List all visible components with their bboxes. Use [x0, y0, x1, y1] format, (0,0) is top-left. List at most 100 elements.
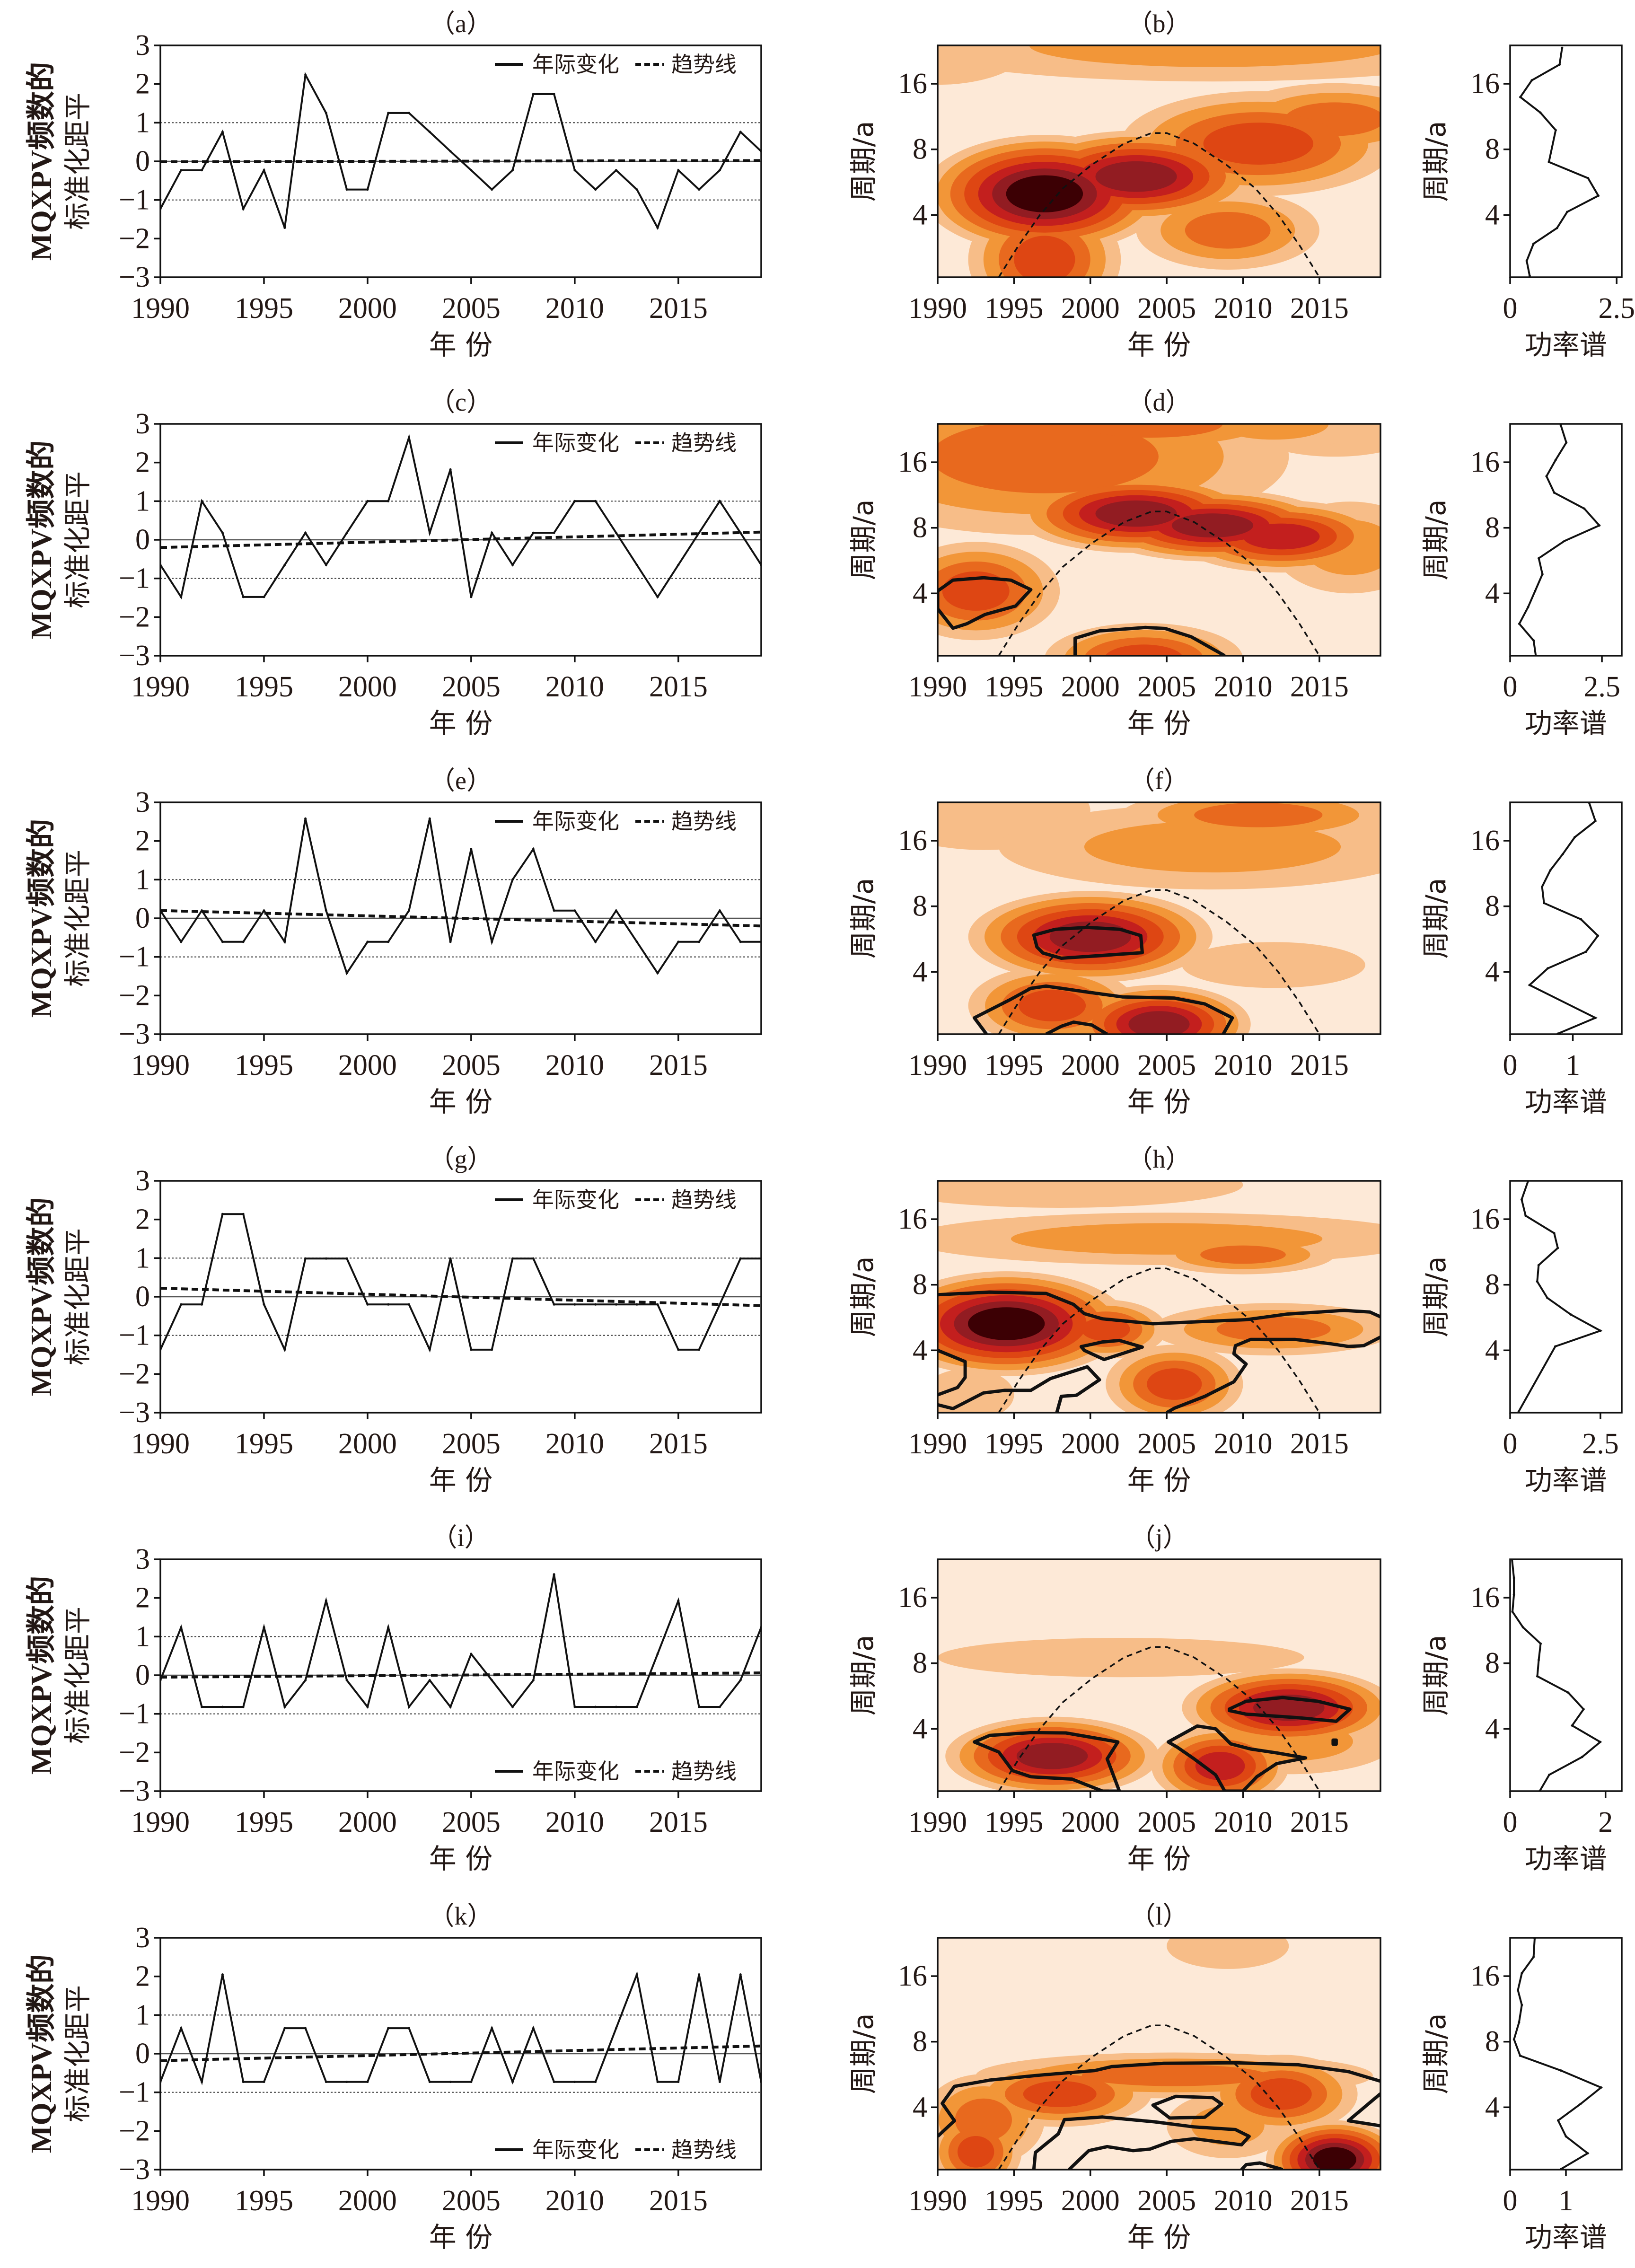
data-point [739, 1679, 742, 1682]
y-tick-label: −2 [119, 2115, 150, 2147]
data-point [511, 2081, 514, 2083]
global-power-spectrum-line [1518, 424, 1601, 656]
power-level-1-region [938, 1368, 1014, 1413]
legend-label: 年际变化 [532, 430, 619, 456]
data-point [532, 2027, 535, 2030]
panel-g: （g） 年际变化 趋势线 1990 1995 2000 2005 2010 2015 −3 −2 −1… [25, 1145, 762, 1496]
x-tick-label: 1990 [131, 671, 190, 703]
x-tick-label: 2.5 [1583, 671, 1620, 703]
x-tick-label: 1990 [908, 1428, 967, 1460]
spectrum-point [1557, 2119, 1559, 2122]
data-point [263, 596, 265, 598]
legend-label: 年际变化 [532, 809, 619, 834]
power-level-1-region [1182, 942, 1365, 988]
power-level-2-region [1084, 821, 1341, 873]
data-point [698, 941, 701, 943]
panel-f: （f） 1990 1995 2000 2005 2010 2015 4 8 16 年 份 周期/a [847, 766, 1381, 1118]
y-tick-label: 4 [1485, 2091, 1500, 2123]
plot-area [1518, 424, 1601, 656]
data-point [470, 848, 473, 851]
data-point [428, 1679, 431, 1682]
power-level-7-region [1313, 2147, 1356, 2170]
data-point [283, 1705, 286, 1708]
x-tick-label: 2010 [1214, 292, 1273, 325]
x-axis-label: 年 份 [1127, 2221, 1191, 2253]
x-axis-label: 年 份 [1127, 1843, 1191, 1875]
significance-contour [1032, 925, 1144, 960]
data-point [304, 2027, 307, 2030]
y-tick-label: 8 [1485, 890, 1500, 923]
x-tick-label: 2010 [1214, 2185, 1273, 2217]
y-tick-label: 16 [1470, 446, 1500, 478]
spectrum-point [1556, 227, 1558, 229]
spectrum-point [1519, 96, 1522, 98]
y-axis-label: 周期/a [847, 878, 879, 958]
power-level-6-region [1171, 513, 1254, 538]
data-point [263, 2081, 265, 2083]
x-tick-label: 2015 [649, 1428, 708, 1460]
data-point [553, 531, 555, 534]
data-point [325, 1599, 327, 1602]
plot-area [160, 1213, 761, 1353]
y-axis-label: MQXPV频数的 [25, 819, 58, 1018]
y-tick-label: 0 [135, 1281, 150, 1313]
x-tick-label: 2010 [545, 2185, 604, 2217]
x-tick-label: 0 [1503, 1806, 1518, 1838]
data-point [304, 531, 307, 534]
power-level-4-region [1014, 236, 1075, 277]
y-axis-label: MQXPV频数的 [25, 1197, 58, 1396]
data-point [221, 1973, 224, 1976]
significance-contour [1079, 1338, 1144, 1362]
data-point [491, 1679, 493, 1682]
x-tick-label: 2005 [1137, 292, 1196, 325]
spectrum-point [1547, 160, 1550, 163]
plot-frame [937, 1180, 1381, 1414]
data-point [201, 169, 203, 172]
data-point [366, 2081, 369, 2083]
spectrum-point [1545, 475, 1548, 478]
data-point [594, 500, 597, 502]
x-tick-label: 2015 [649, 292, 708, 325]
spectrum-point [1534, 589, 1537, 592]
spectrum-point [1553, 1232, 1556, 1235]
x-tick-label: 2005 [442, 671, 501, 703]
significance-contour [1240, 2161, 1283, 2170]
x-tick-label: 1995 [235, 671, 293, 703]
spectrum-point [1538, 1659, 1540, 1661]
data-point [635, 941, 638, 943]
x-axis-label: 功率谱 [1525, 707, 1607, 739]
y-tick-label: 8 [1485, 2026, 1500, 2058]
data-point [491, 1348, 493, 1351]
y-tick-label: 16 [898, 446, 927, 478]
x-axis-label: 功率谱 [1525, 329, 1607, 361]
significance-contour [1331, 1738, 1338, 1746]
data-point [304, 817, 307, 820]
y-tick-label: −2 [119, 979, 150, 1011]
data-point [491, 531, 493, 534]
significance-contour [1032, 2115, 1251, 2170]
spectrum-point [1549, 869, 1552, 872]
power-level-4-region [958, 2136, 994, 2168]
data-point [449, 941, 452, 943]
spectrum-point [1548, 1774, 1551, 1776]
y-tick-label: 1 [135, 485, 150, 517]
legend: 年际变化 趋势线 [495, 1758, 737, 1784]
y-tick-label: 4 [913, 1713, 927, 1745]
data-point [428, 531, 431, 534]
x-tick-label: 2010 [545, 1428, 604, 1460]
spectrum-point [1512, 2038, 1515, 2041]
x-tick-label: 0 [1503, 671, 1518, 703]
spectrum-point [1565, 441, 1568, 444]
data-point [387, 941, 390, 943]
legend: 年际变化 趋势线 [495, 52, 737, 77]
legend-label: 年际变化 [532, 2137, 619, 2163]
panel-f-spectrum: 0 1 4 8 16 功率谱 周期/a [1420, 801, 1623, 1118]
x-tick-label: 2015 [649, 671, 708, 703]
power-level-6-region [1016, 1743, 1088, 1769]
spectrum-point [1566, 211, 1569, 213]
panel-title: （a） [430, 9, 492, 38]
y-tick-label: 4 [1485, 1334, 1500, 1366]
power-level-7-region [968, 1307, 1045, 1340]
x-tick-label: 2010 [1214, 1049, 1273, 1081]
